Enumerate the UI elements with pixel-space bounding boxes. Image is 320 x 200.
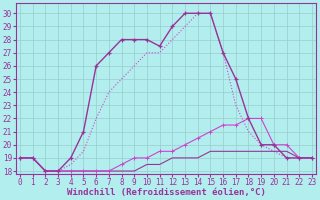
X-axis label: Windchill (Refroidissement éolien,°C): Windchill (Refroidissement éolien,°C)	[67, 188, 265, 197]
